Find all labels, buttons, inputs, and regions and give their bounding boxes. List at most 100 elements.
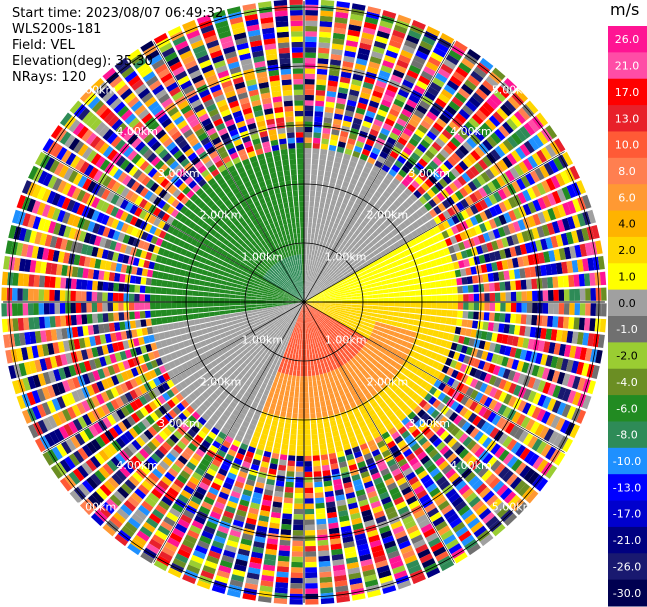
radar-gate (329, 306, 336, 309)
radar-gate (317, 268, 321, 274)
radar-gate (300, 376, 304, 382)
radar-gate (339, 291, 346, 295)
radar-gate (312, 142, 320, 149)
radar-gate (452, 302, 458, 310)
radar-gate (520, 314, 527, 325)
radar-gate (433, 205, 442, 215)
radar-gate (324, 273, 329, 279)
radar-gate (407, 215, 416, 224)
radar-gate (315, 502, 325, 509)
radar-gate (422, 192, 432, 202)
radar-gate (438, 249, 446, 258)
radar-gate (361, 292, 368, 296)
radar-gate (312, 244, 316, 251)
radar-gate (341, 260, 348, 267)
radar-gate (557, 204, 567, 218)
radar-gate (308, 222, 312, 229)
radar-gate (504, 169, 516, 182)
radar-gate (550, 356, 559, 369)
radar-gate (365, 268, 372, 274)
radar-gate (521, 230, 530, 242)
radar-gate (563, 344, 572, 358)
radar-gate (410, 344, 418, 352)
radar-gate (540, 264, 547, 276)
radar-gate (311, 434, 318, 440)
radar-gate (331, 194, 338, 201)
radar-gate (315, 244, 319, 251)
radar-gate (316, 218, 322, 225)
radar-gate (531, 152, 543, 166)
radar-gate (305, 280, 308, 287)
radar-gate (517, 336, 525, 348)
radar-gate (275, 431, 283, 439)
radar-gate (391, 164, 401, 173)
radar-gate (294, 503, 304, 510)
radar-gate (386, 320, 393, 325)
radar-gate (496, 238, 504, 249)
radar-gate (307, 281, 310, 287)
radar-gate (293, 524, 304, 531)
radar-gate (446, 79, 460, 91)
radar-gate (515, 314, 522, 324)
radar-gate (519, 143, 531, 157)
radar-gate (319, 303, 326, 306)
radar-gate (394, 141, 405, 151)
radar-gate (289, 364, 294, 371)
radar-gate (306, 259, 309, 266)
radar-gate (569, 345, 577, 359)
radar-gate (359, 267, 366, 273)
radar-gate (391, 336, 399, 343)
radar-gate (251, 307, 257, 311)
radar-gate (337, 272, 343, 277)
radar-gate (584, 317, 591, 331)
radar-gate (587, 380, 597, 395)
radar-gate (341, 299, 347, 302)
radar-gate (554, 138, 566, 153)
radar-gate (433, 345, 441, 353)
radar-gate (282, 513, 292, 520)
radar-gate (304, 238, 308, 244)
radar-gate (366, 258, 373, 265)
radar-gate (296, 445, 304, 451)
radar-gate (307, 265, 310, 271)
radar-gate (527, 155, 538, 169)
radar-gate (540, 238, 548, 251)
radar-gate (311, 249, 315, 256)
radar-gate (315, 223, 321, 230)
radar-gate (383, 306, 389, 311)
radar-gate (406, 233, 415, 241)
radar-gate (317, 291, 323, 295)
radar-gate (450, 167, 461, 178)
radar-gate (426, 26, 441, 37)
radar-gate (459, 327, 467, 336)
radar-gate (304, 349, 307, 356)
radar-gate (376, 173, 385, 182)
radar-gate (322, 265, 327, 271)
radar-gate (396, 338, 403, 345)
radar-gate (289, 599, 303, 605)
radar-gate (313, 284, 318, 290)
radar-gate (312, 353, 316, 360)
radar-gate (289, 439, 297, 446)
radar-gate (370, 283, 377, 288)
radar-gate (315, 287, 320, 292)
radar-gate (320, 218, 326, 225)
radar-gate (355, 252, 362, 259)
radar-gate (304, 376, 308, 382)
radar-gate (381, 243, 389, 250)
radar-gate (413, 319, 420, 326)
radar-gate (453, 132, 465, 144)
radar-gate (436, 232, 445, 241)
radar-gate (333, 189, 340, 196)
radar-gate (375, 263, 382, 270)
radar-gate (452, 294, 458, 302)
radar-gate (547, 276, 554, 289)
radar-gate (307, 238, 311, 244)
radar-gate (323, 208, 329, 215)
radar-gate (488, 115, 501, 128)
radar-gate (309, 302, 315, 304)
radar-gate (316, 280, 321, 286)
radar-gate (372, 302, 379, 306)
radar-gate (287, 374, 293, 381)
radar-gate (478, 340, 486, 350)
